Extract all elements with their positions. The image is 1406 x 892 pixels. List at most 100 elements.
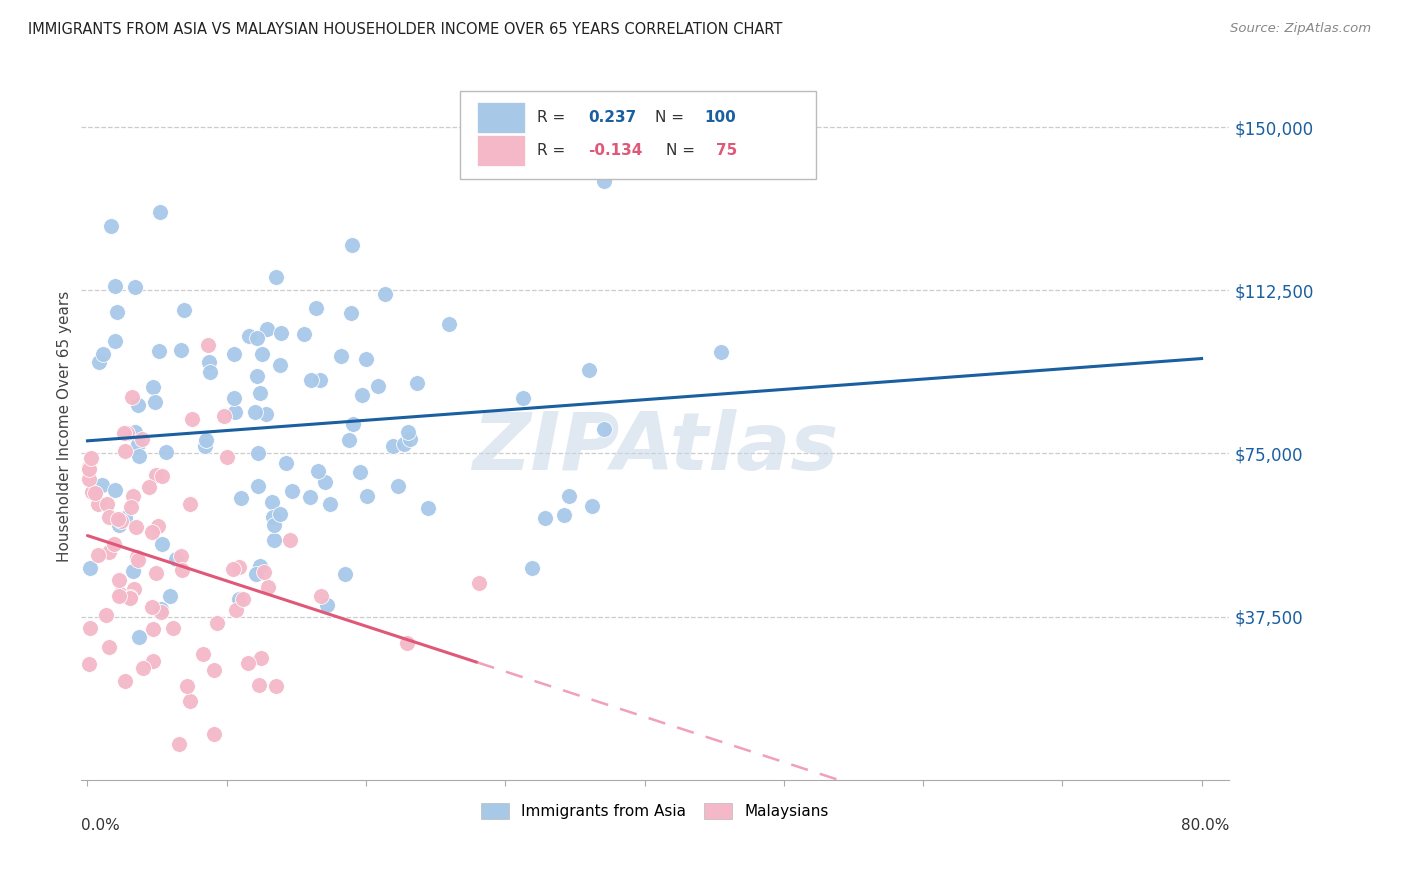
Point (79, 622, 101, 636)
Point (141, 524, 163, 539)
Point (120, 590, 142, 604)
Point (127, 437, 149, 451)
Point (193, 439, 215, 453)
Point (217, 450, 239, 465)
Point (145, 467, 167, 482)
Point (87, 497, 110, 511)
Point (180, 412, 202, 426)
Point (114, 674, 136, 689)
Point (124, 280, 146, 294)
Point (142, 622, 165, 636)
Point (100, 219, 122, 233)
Point (354, 351, 377, 366)
Point (253, 566, 276, 580)
Point (124, 582, 146, 597)
Point (264, 679, 287, 693)
Point (108, 517, 131, 532)
Point (207, 616, 229, 631)
Point (83, 486, 105, 500)
Point (260, 494, 283, 508)
Point (333, 567, 356, 582)
Text: IMMIGRANTS FROM ASIA VS MALAYSIAN HOUSEHOLDER INCOME OVER 65 YEARS CORRELATION C: IMMIGRANTS FROM ASIA VS MALAYSIAN HOUSEH… (28, 22, 783, 37)
Point (77, 472, 100, 486)
Point (150, 469, 173, 483)
Point (86, 548, 108, 562)
Point (103, 537, 125, 551)
Point (520, 561, 543, 575)
Point (179, 694, 201, 708)
Point (225, 603, 247, 617)
Point (236, 657, 259, 671)
Point (191, 647, 214, 661)
Point (232, 592, 254, 607)
Point (405, 376, 427, 390)
Point (337, 433, 360, 447)
Point (138, 480, 160, 494)
Point (79, 462, 101, 476)
Point (392, 437, 415, 451)
Point (87, 355, 110, 369)
Point (278, 533, 301, 547)
Point (418, 501, 440, 516)
Point (367, 379, 389, 393)
Text: 100: 100 (704, 110, 737, 125)
Point (114, 510, 136, 524)
Point (80, 485, 103, 500)
Point (108, 573, 131, 587)
Point (194, 434, 217, 448)
Point (299, 373, 322, 387)
Legend: Immigrants from Asia, Malaysians: Immigrants from Asia, Malaysians (475, 797, 835, 825)
Point (170, 343, 193, 357)
Point (270, 326, 292, 340)
Point (121, 390, 143, 404)
Point (249, 386, 271, 401)
Point (107, 589, 129, 603)
Point (112, 425, 135, 440)
Point (145, 566, 167, 580)
Point (143, 394, 166, 409)
Point (149, 205, 172, 219)
Point (228, 559, 250, 574)
Point (128, 630, 150, 644)
Point (124, 425, 146, 439)
Point (581, 500, 603, 514)
Point (222, 347, 245, 361)
Point (142, 380, 165, 394)
Point (107, 512, 129, 526)
Point (269, 507, 291, 521)
Y-axis label: Householder Income Over 65 years: Householder Income Over 65 years (58, 291, 72, 562)
Point (308, 373, 330, 387)
Point (148, 519, 170, 533)
Point (125, 549, 148, 564)
Point (96, 497, 118, 511)
Point (578, 363, 600, 377)
Text: 75: 75 (716, 144, 737, 158)
Point (198, 365, 221, 379)
Point (340, 306, 363, 320)
Point (257, 580, 280, 594)
Point (737, 164, 759, 178)
Point (150, 605, 173, 619)
Point (553, 508, 575, 522)
Point (79, 460, 101, 475)
Point (141, 654, 163, 668)
Point (94, 607, 117, 622)
Point (104, 483, 127, 498)
Point (105, 304, 128, 318)
Point (387, 479, 409, 493)
Point (247, 446, 270, 460)
Point (128, 449, 150, 463)
Point (395, 636, 418, 650)
Point (202, 663, 225, 677)
Text: R =: R = (537, 110, 569, 125)
Text: N =: N = (666, 144, 700, 158)
Point (169, 737, 191, 751)
Point (274, 456, 297, 470)
Point (91, 478, 114, 492)
Point (238, 329, 260, 343)
Point (299, 490, 322, 504)
Point (316, 598, 339, 612)
Point (349, 465, 371, 479)
Point (122, 489, 145, 503)
Point (246, 479, 269, 493)
